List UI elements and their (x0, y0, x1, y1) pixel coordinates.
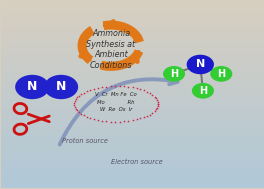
Circle shape (163, 66, 185, 82)
Text: V  Cr  Mn Fe  Co: V Cr Mn Fe Co (95, 92, 137, 97)
Text: H: H (170, 69, 178, 79)
Text: Electron source: Electron source (111, 159, 163, 165)
FancyArrowPatch shape (60, 77, 177, 145)
Text: Ammonia
Synthesis at
Ambient
Conditions: Ammonia Synthesis at Ambient Conditions (86, 29, 135, 70)
Text: H: H (217, 69, 225, 79)
Circle shape (15, 75, 49, 99)
Circle shape (187, 55, 214, 74)
Text: Mo              Rh: Mo Rh (97, 99, 135, 105)
Text: N: N (56, 81, 66, 94)
Circle shape (210, 66, 232, 82)
Circle shape (192, 83, 214, 99)
Text: N: N (27, 81, 37, 94)
Text: W  Re  Os  Ir: W Re Os Ir (100, 107, 133, 112)
Circle shape (44, 75, 78, 99)
Text: H: H (199, 86, 207, 96)
Text: N: N (196, 60, 205, 70)
Text: Proton source: Proton source (62, 138, 108, 144)
